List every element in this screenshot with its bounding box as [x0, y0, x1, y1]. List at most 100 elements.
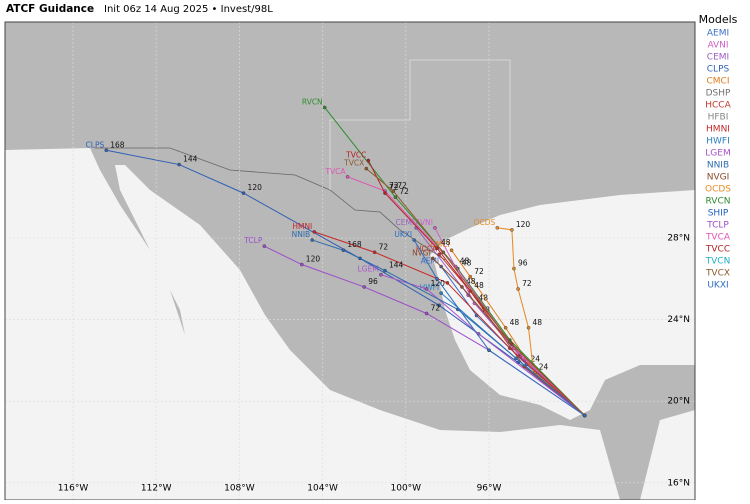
legend-entry: CMCI — [707, 77, 730, 87]
lon-label: 112°W — [141, 484, 172, 494]
track-point — [372, 250, 377, 255]
track-point — [487, 348, 491, 353]
track-point — [516, 287, 520, 291]
hour-label: 120 — [306, 255, 321, 264]
track-name: HMNI — [292, 222, 312, 231]
track-point — [433, 225, 437, 230]
legend-entry: NVGI — [707, 173, 730, 183]
track-name: OCDS — [474, 218, 496, 227]
lon-label: 96°W — [477, 484, 502, 494]
legend-entry: HFBI — [708, 113, 729, 123]
legend-title: Models — [699, 13, 738, 26]
track-point — [495, 225, 500, 230]
lat-label: 16°N — [667, 478, 690, 488]
track-point — [424, 311, 429, 316]
hour-label: 48 — [533, 318, 543, 327]
legend-entry: HMNI — [706, 125, 730, 135]
hour-label: 96 — [368, 277, 378, 286]
track-point — [391, 189, 396, 193]
hour-label: 120 — [516, 220, 531, 229]
track-point — [412, 238, 416, 242]
track-name: NNIB — [292, 230, 311, 239]
hour-label: 168 — [347, 240, 362, 249]
track-point — [526, 325, 531, 330]
track-point — [507, 340, 512, 344]
track-point — [441, 250, 446, 255]
legend-entry: HWFI — [706, 137, 730, 147]
track-point — [449, 248, 454, 253]
hour-label: 72 — [389, 183, 399, 192]
track-point — [512, 266, 516, 271]
track-point — [437, 252, 441, 257]
pacific-ocean — [5, 148, 620, 500]
state-lines — [329, 59, 511, 190]
legend-entry: AEMI — [707, 29, 729, 39]
track-name: CLPS — [86, 140, 105, 149]
track-line — [413, 239, 585, 416]
caribbean — [640, 410, 695, 500]
track-point — [435, 276, 439, 281]
track-point — [510, 228, 514, 232]
legend-entry: CEMI — [707, 53, 729, 63]
lat-label: 28°N — [667, 234, 690, 244]
legend-entry: RVCN — [706, 197, 731, 207]
track-point — [503, 325, 508, 330]
track-name: TVCA — [324, 167, 346, 176]
track-name: HWFI — [420, 283, 440, 292]
hour-label: 72 — [379, 242, 389, 251]
lon-label: 108°W — [224, 484, 255, 494]
track-point — [468, 274, 473, 279]
track-line — [380, 274, 585, 416]
legend-entry: AVNI — [707, 41, 728, 51]
track-point — [435, 246, 439, 250]
lat-label: 24°N — [667, 315, 690, 325]
lon-label: 116°W — [58, 484, 89, 494]
track-name: AEMI — [421, 257, 440, 266]
title: ATCF Guidance — [6, 3, 94, 15]
track-point — [345, 174, 350, 179]
track-point — [312, 230, 317, 234]
gulf-of-mexico — [430, 190, 695, 420]
hour-label: 48 — [466, 277, 476, 286]
track-name: HCCA — [416, 244, 438, 253]
legend-entry: UKXI — [707, 281, 728, 291]
track-point — [383, 268, 387, 273]
track-point — [341, 248, 346, 253]
legend-entry: NNIB — [707, 161, 729, 171]
track-name: LGEM — [358, 265, 379, 274]
track-point — [437, 303, 441, 308]
track-point — [379, 272, 383, 277]
hour-label: 48 — [460, 257, 470, 266]
track-point — [445, 281, 450, 285]
hour-label: 72 — [522, 279, 532, 288]
hour-label: 72 — [397, 181, 407, 190]
track-name: UKXI — [394, 230, 412, 239]
track-name: TVCX — [343, 159, 364, 168]
legend-entry: OCDS — [705, 185, 731, 195]
hour-label: 72 — [399, 187, 409, 196]
track-point — [322, 105, 327, 110]
legend-entry: TVCN — [705, 257, 731, 267]
track-point — [393, 195, 398, 199]
legend-entry: CLPS — [707, 65, 730, 75]
track-point — [431, 256, 435, 261]
hour-label: 96 — [518, 259, 528, 268]
track-point — [460, 285, 464, 289]
hour-label: 120 — [248, 183, 263, 192]
legend-entry: DSHP — [706, 89, 731, 99]
hour-label: 48 — [462, 259, 472, 268]
hour-label: 24 — [539, 363, 549, 372]
legend-entry: TVCA — [705, 233, 731, 243]
subtitle: Init 06z 14 Aug 2025 • Invest/98L — [104, 4, 273, 15]
track-point — [177, 162, 181, 167]
track-point — [383, 191, 387, 195]
hour-label: 72 — [474, 267, 484, 276]
legend-entry: HCCA — [705, 101, 731, 111]
track-point — [439, 291, 443, 295]
hour-label: 120 — [431, 279, 446, 288]
track-point — [262, 244, 267, 248]
hour-label: 72 — [389, 181, 399, 190]
hour-label: 48 — [478, 293, 488, 302]
track-point — [366, 158, 371, 163]
